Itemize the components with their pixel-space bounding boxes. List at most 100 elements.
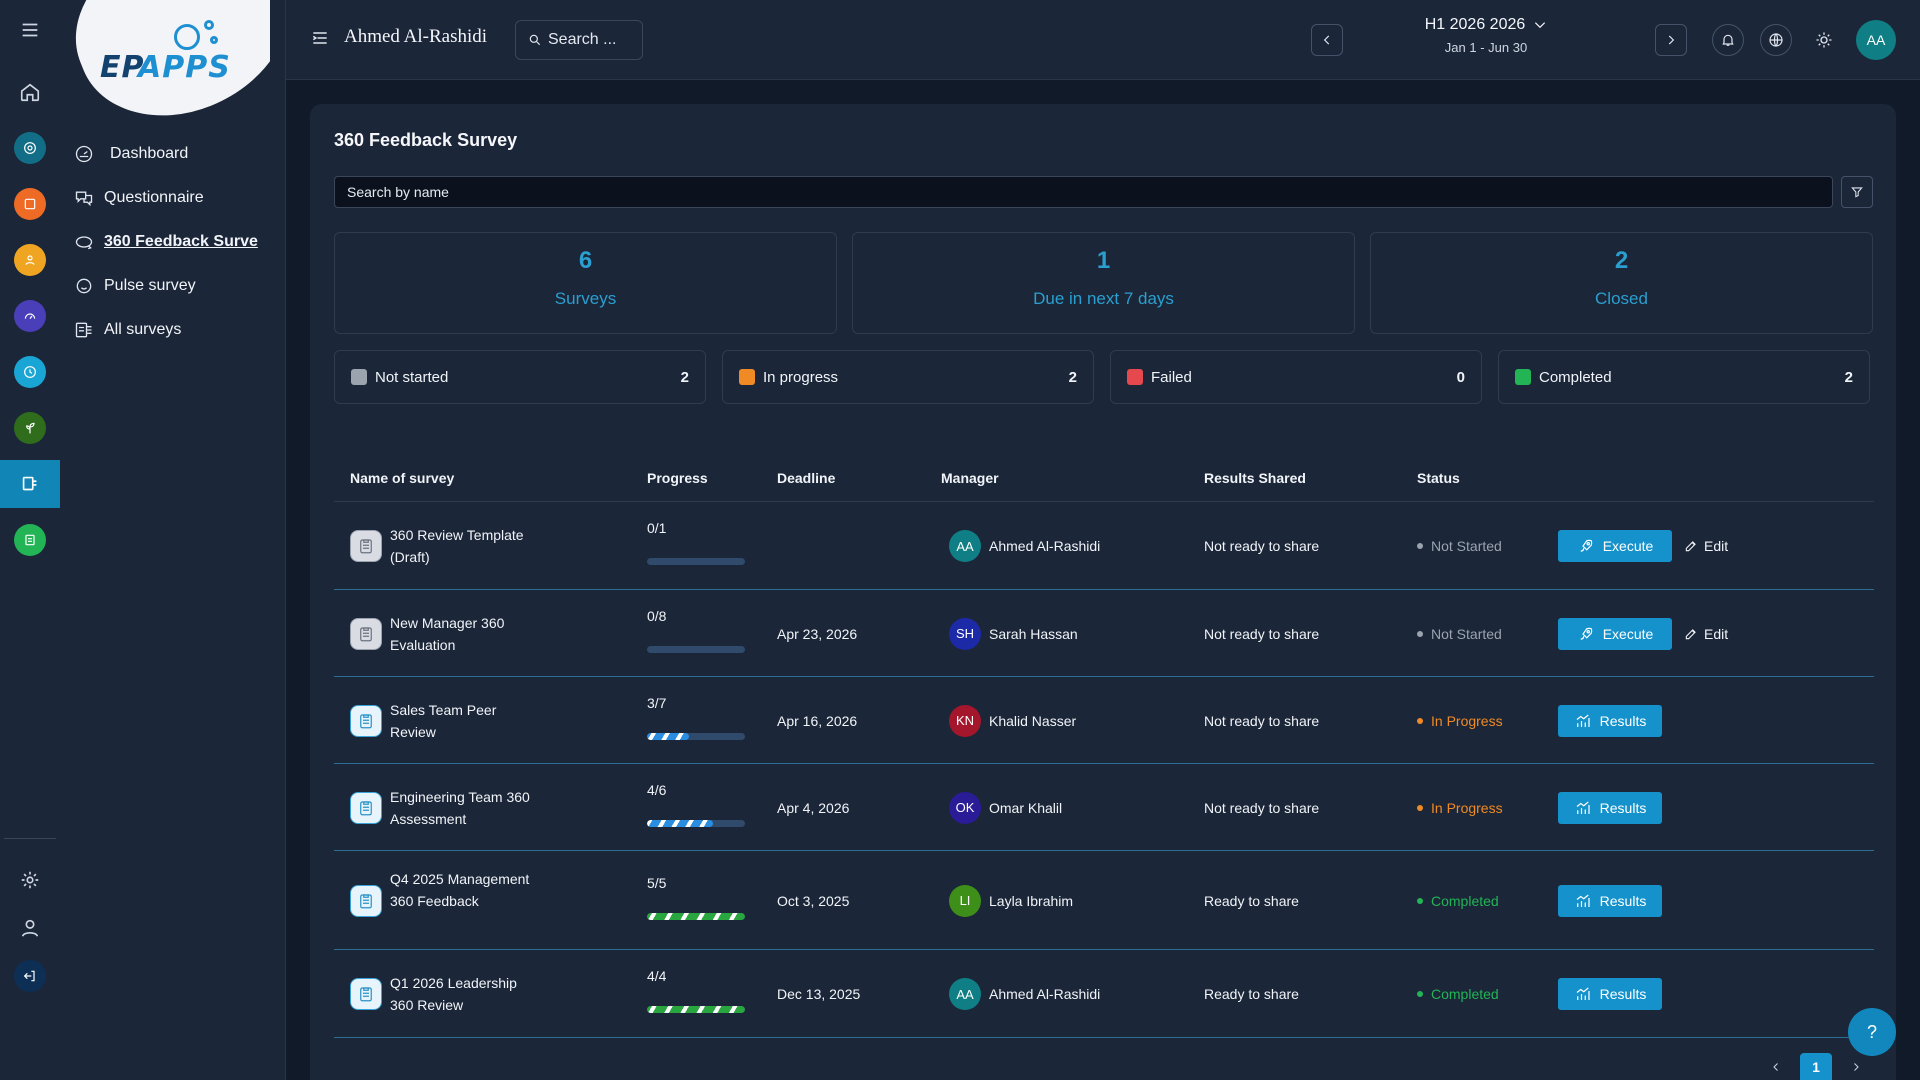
menu-icon[interactable] (0, 10, 60, 50)
time-app-icon[interactable] (0, 352, 60, 392)
table-row: 360 Review Template (Draft) 0/1 AA Ahmed Al… (334, 502, 1874, 590)
logo-text: APPS (138, 50, 231, 85)
survey-name[interactable]: 360 Review Template (Draft) (390, 527, 524, 565)
manager: LI Layla Ibrahim (949, 884, 1074, 917)
column-header: Results Shared (1204, 470, 1306, 486)
collapse-menu-icon[interactable] (310, 28, 330, 48)
filter-icon (1851, 187, 1863, 198)
survey-name[interactable]: Q4 2025 Management 360 Feedback (390, 870, 530, 909)
user-avatar[interactable]: AA (1856, 20, 1896, 60)
nav-item-360-feedback[interactable]: 360 Feedback Surve (74, 227, 258, 257)
table-header: Name of survey Progress Deadline Manager… (334, 454, 1874, 502)
status-chip-not-started[interactable]: Not started 2 (334, 350, 706, 404)
team-app-icon[interactable] (0, 240, 60, 280)
chart-icon (1574, 985, 1592, 1003)
reports-app-icon[interactable] (0, 520, 60, 560)
pencil-icon (1684, 627, 1698, 641)
theme-toggle-button[interactable] (1808, 24, 1840, 56)
logo[interactable]: EP APPS (60, 0, 270, 118)
survey-name[interactable]: Sales Team Peer Review (390, 701, 497, 740)
growth-app-icon[interactable] (0, 408, 60, 448)
status-chip-completed[interactable]: Completed 2 (1498, 350, 1870, 404)
page-number-current[interactable]: 1 (1800, 1053, 1832, 1080)
status-swatch (739, 369, 755, 385)
stat-card-closed[interactable]: 2 Closed (1370, 232, 1873, 334)
tasks-app-icon[interactable] (0, 184, 60, 224)
stat-value: 6 (578, 247, 593, 274)
goals-app-icon[interactable] (0, 128, 60, 168)
help-button[interactable]: ? (1848, 1008, 1896, 1056)
results-button[interactable]: Results (1558, 884, 1662, 917)
status-dot (1417, 630, 1423, 637)
status-chip-count: 2 (1844, 368, 1853, 386)
nav-item-label: Questionnaire (104, 189, 204, 206)
stat-card-surveys[interactable]: 6 Surveys (334, 232, 837, 334)
edit-button[interactable]: Edit (1684, 626, 1728, 642)
table-row: Q1 2026 Leadership 360 Review 4/4 Dec 13, … (334, 950, 1874, 1038)
nav-item-label: Dashboard (110, 145, 189, 162)
button-label: Edit (1704, 625, 1729, 642)
notifications-button[interactable] (1712, 24, 1744, 56)
status-chip-failed[interactable]: Failed 0 (1110, 350, 1482, 404)
status-badge: In Progress (1417, 713, 1503, 729)
table-row: Q4 2025 Management 360 Feedback 5/5 Oct 3,… (334, 851, 1874, 950)
stat-card-due[interactable]: 1 Due in next 7 days (852, 232, 1355, 334)
survey-name[interactable]: New Manager 360 Evaluation (390, 614, 505, 653)
status-label: Completed (1431, 892, 1499, 909)
logout-icon[interactable] (0, 956, 60, 996)
rocket-icon (1577, 625, 1595, 643)
language-button[interactable] (1760, 24, 1792, 56)
chevron-right-icon (1668, 35, 1675, 45)
period-selector[interactable]: H1 2026 2026 Jan 1 - Jun 30 (1416, 16, 1556, 55)
nav-item-dashboard[interactable]: Dashboard (74, 139, 188, 169)
progress-count: 4/6 (647, 781, 667, 798)
status-swatch (1127, 369, 1143, 385)
survey-name[interactable]: Q1 2026 Leadership 360 Review (390, 975, 517, 1013)
prev-period-button[interactable] (1311, 24, 1343, 56)
surveys-app-icon[interactable] (0, 460, 60, 508)
logo-mark: EP (100, 50, 145, 85)
progress-bar (647, 732, 745, 740)
button-label: Results (1599, 712, 1647, 729)
header-search-button[interactable]: Search ... (515, 20, 643, 60)
nav-item-label: 360 Feedback Surve (104, 233, 258, 250)
stat-value: 1 (1096, 247, 1111, 274)
next-page-button[interactable] (1846, 1053, 1866, 1080)
filter-button[interactable] (1841, 176, 1873, 208)
manager-name: Layla Ibrahim (989, 892, 1074, 909)
profile-icon[interactable] (0, 908, 60, 948)
avatar: OK (949, 791, 981, 824)
status-badge: Completed (1417, 986, 1499, 1002)
button-label: Results (1599, 986, 1647, 1002)
status-label: Not Started (1431, 538, 1502, 554)
manager: OK Omar Khalil (949, 791, 1063, 824)
user-name: Ahmed Al-Rashidi (344, 26, 488, 47)
manager-name: Omar Khalil (989, 799, 1063, 816)
home-icon[interactable] (0, 72, 60, 112)
survey-document-icon (350, 884, 382, 917)
results-button[interactable]: Results (1558, 791, 1662, 824)
nav-item-pulse-survey[interactable]: Pulse survey (74, 271, 196, 301)
table-row: Sales Team Peer Review 3/7 Apr 16, 2026 KN K… (334, 677, 1874, 764)
chevron-left-icon (1773, 1062, 1778, 1071)
next-period-button[interactable] (1655, 24, 1687, 56)
results-button[interactable]: Results (1558, 978, 1662, 1010)
status-badge: Completed (1417, 893, 1499, 909)
status-label: In Progress (1431, 799, 1503, 816)
column-header: Progress (647, 470, 708, 486)
execute-button[interactable]: Execute (1558, 617, 1672, 650)
status-chip-in-progress[interactable]: In progress 2 (722, 350, 1094, 404)
search-by-name-input[interactable]: Search by name (334, 176, 1833, 208)
performance-app-icon[interactable] (0, 296, 60, 336)
survey-name[interactable]: Engineering Team 360 Assessment (390, 788, 530, 827)
nav-item-label: All surveys (104, 321, 182, 338)
progress-bar (647, 819, 745, 827)
settings-icon[interactable] (0, 860, 60, 900)
results-button[interactable]: Results (1558, 704, 1662, 737)
execute-button[interactable]: Execute (1558, 530, 1672, 562)
nav-item-all-surveys[interactable]: All surveys (74, 315, 181, 345)
nav-item-questionnaire[interactable]: Questionnaire (74, 183, 204, 213)
main-card: 360 Feedback Survey Search by name 6 Sur… (310, 104, 1896, 1080)
edit-button[interactable]: Edit (1684, 538, 1728, 554)
prev-page-button[interactable] (1766, 1053, 1786, 1080)
